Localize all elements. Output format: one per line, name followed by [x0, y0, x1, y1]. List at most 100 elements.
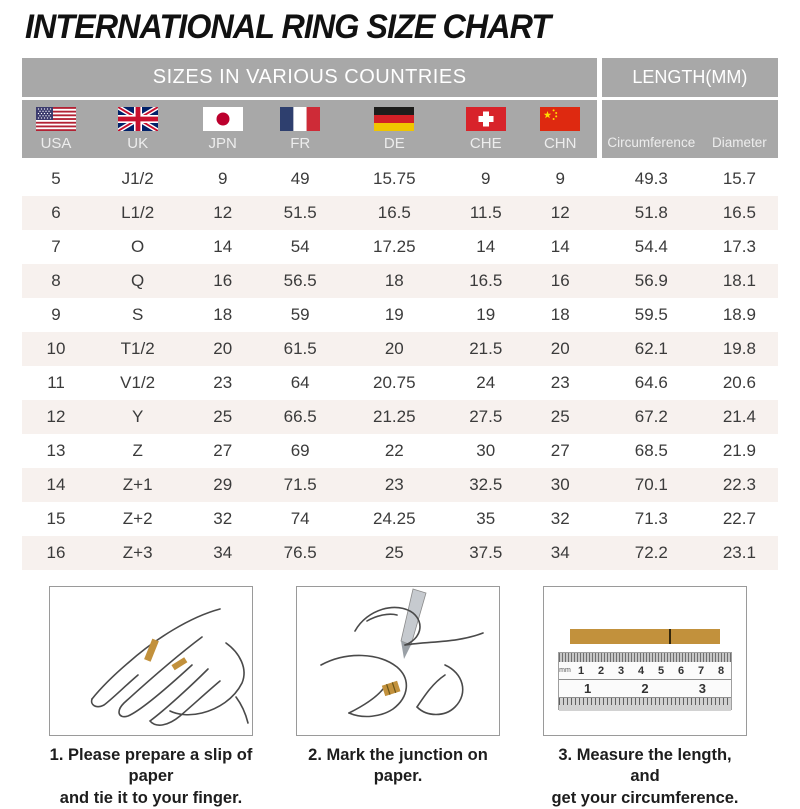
column-label: Diameter [712, 134, 767, 150]
uk-flag-icon [117, 107, 158, 131]
table-cell: 21.4 [722, 407, 756, 426]
table-group-header-row: SIZES IN VARIOUS COUNTRIES LENGTH(MM) [22, 58, 778, 97]
column-header-fr: FR [260, 100, 341, 158]
table-cell: 25 [550, 407, 570, 426]
table-cell: 18.9 [722, 305, 756, 324]
ruler-number: 2 [641, 681, 649, 696]
table-cell: 22.3 [722, 475, 756, 494]
table-cell: 29 [213, 475, 233, 494]
table-cell: Z+2 [122, 509, 153, 528]
table-cell: 56.9 [634, 271, 668, 290]
table-cell: 8 [51, 271, 61, 290]
table-cell: 20 [213, 339, 233, 358]
table-cell: 13 [46, 441, 66, 460]
table-cell: 25 [213, 407, 233, 426]
table-cell: 25 [384, 543, 404, 562]
ruler-number: 6 [677, 664, 685, 677]
table-cell: 49 [290, 169, 310, 188]
table-cell: 5 [51, 169, 61, 188]
table-cell: 64 [290, 373, 310, 392]
ruler-number: 1 [577, 664, 585, 677]
table-cell: 34 [550, 543, 570, 562]
column-header-jpn: JPN [185, 100, 261, 158]
ruler-bottom-ticks [559, 698, 731, 711]
page-title: INTERNATIONAL RING SIZE CHART [25, 7, 551, 46]
table-row: 6 L1/2 12 51.5 16.5 11.5 12 51.8 16.5 [22, 196, 778, 230]
table-cell: 27 [213, 441, 233, 460]
instruction-caption: 3. Measure the length, and get your circ… [551, 746, 739, 807]
table-cell: 16 [550, 271, 570, 290]
table-cell: 7 [51, 237, 61, 256]
column-header-chn: CHN [523, 100, 598, 158]
ruler-number: 5 [657, 664, 665, 677]
ruler-unit-label: mm [559, 667, 571, 674]
column-label: UK [127, 135, 149, 152]
column-label: JPN [208, 135, 237, 152]
table-cell: 14 [550, 237, 570, 256]
instruction-step-2: 2. Mark the junction on paper. [295, 586, 501, 809]
table-cell: 10 [46, 339, 66, 358]
table-cell: 15.75 [373, 169, 416, 188]
table-cell: 30 [476, 441, 496, 460]
group-header-sizes: SIZES IN VARIOUS COUNTRIES [22, 58, 598, 97]
table-row: 15 Z+2 32 74 24.25 35 32 71.3 22.7 [22, 502, 778, 536]
table-cell: 23 [384, 475, 404, 494]
ruler-number: 3 [698, 681, 706, 696]
germany-flag-icon [374, 107, 415, 131]
table-cell: 68.5 [634, 441, 668, 460]
table-cell: 16.5 [377, 203, 411, 222]
table-cell: 17.3 [722, 237, 756, 256]
table-row: 10 T1/2 20 61.5 20 21.5 20 62.1 19.8 [22, 332, 778, 366]
table-cell: Y [131, 407, 144, 426]
table-cell: 32 [550, 509, 570, 528]
table-cell: 15.7 [722, 169, 756, 188]
table-cell: 14 [213, 237, 233, 256]
junction-mark [669, 629, 671, 644]
measuring-instructions: 1. Please prepare a slip of paper and ti… [48, 586, 748, 809]
instruction-caption: 2. Mark the junction on paper. [308, 746, 488, 786]
table-cell: L1/2 [121, 203, 155, 222]
column-header-de: DE [340, 100, 449, 158]
table-cell: 16.5 [469, 271, 503, 290]
table-cell: 23 [213, 373, 233, 392]
column-header-uk: UK [90, 100, 186, 158]
table-cell: 9 [217, 169, 228, 188]
table-cell: 70.1 [634, 475, 668, 494]
ruler-number: 2 [597, 664, 605, 677]
table-cell: Z+1 [122, 475, 153, 494]
table-cell: 49.3 [634, 169, 668, 188]
table-cell: 16 [213, 271, 233, 290]
table-cell: O [131, 237, 145, 256]
ruler-number: 4 [637, 664, 645, 677]
table-cell: 9 [481, 169, 491, 188]
table-cell: 18.1 [722, 271, 756, 290]
column-header-diameter: Diameter [700, 100, 778, 158]
table-cell: 66.5 [283, 407, 317, 426]
table-cell: T1/2 [120, 339, 155, 358]
table-row: 14 Z+1 29 71.5 23 32.5 30 70.1 22.3 [22, 468, 778, 502]
column-header-circumference: Circumference [601, 100, 701, 158]
table-cell: 71.5 [283, 475, 317, 494]
switzerland-flag-icon [465, 107, 506, 131]
table-cell: 18 [550, 305, 570, 324]
table-cell: 12 [550, 203, 570, 222]
table-row: 7 O 14 54 17.25 14 14 54.4 17.3 [22, 230, 778, 264]
table-cell: 61.5 [283, 339, 317, 358]
table-cell: Q [131, 271, 145, 290]
table-row: 13 Z 27 69 22 30 27 68.5 21.9 [22, 434, 778, 468]
ruler-number: 1 [584, 681, 592, 696]
ruler-top-ticks [559, 653, 731, 662]
table-cell: 16.5 [722, 203, 756, 222]
table-cell: 9 [51, 305, 61, 324]
column-header-usa: USA [22, 100, 91, 158]
column-label: CHN [543, 135, 577, 152]
china-flag-icon [540, 107, 581, 131]
table-cell: 18 [213, 305, 233, 324]
table-row: 5 J1/2 9 49 15.75 9 9 49.3 15.7 [22, 162, 778, 196]
japan-flag-icon [202, 107, 243, 131]
table-cell: 76.5 [283, 543, 317, 562]
table-cell: 20.75 [373, 373, 416, 392]
table-cell: 27 [550, 441, 570, 460]
table-column-header-row: USA UK JPN FR [22, 100, 778, 158]
ruler-number: 3 [617, 664, 625, 677]
